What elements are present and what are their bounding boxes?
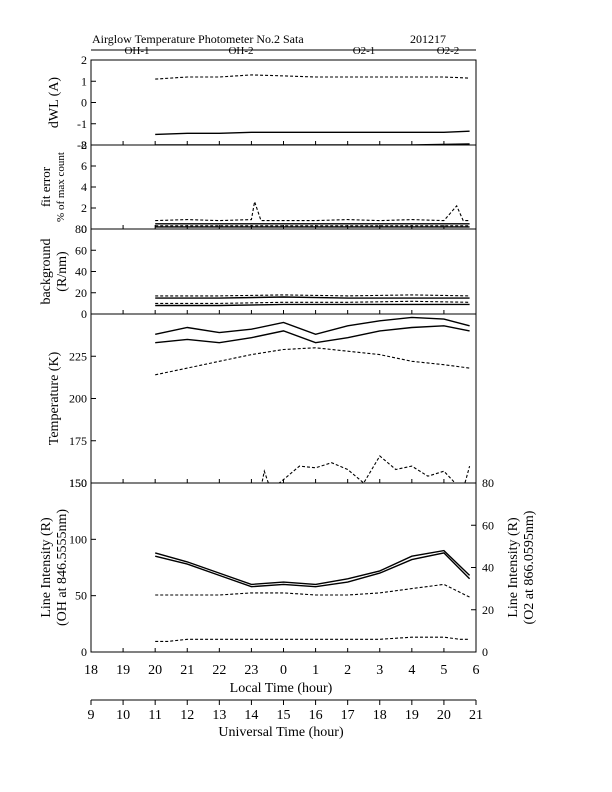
local-time-tick-label: 6 [473, 663, 480, 678]
ut-tick-label: 18 [373, 708, 387, 723]
local-time-tick-label: 21 [180, 663, 194, 678]
universal-time-axis-label: Universal Time (hour) [218, 725, 344, 740]
panel-temperature-ytick-label: 225 [69, 349, 87, 363]
ut-tick-label: 11 [148, 708, 161, 723]
panel-temperature-ytick-label: 200 [69, 392, 87, 406]
panel-temperature-ylabel: Temperature (K) [47, 351, 62, 445]
panel-background-ylabel: background(R/nm) [39, 238, 70, 304]
series-fit_error-oh-2 [155, 201, 470, 222]
panel-dwl-ytick-label: 2 [81, 53, 87, 67]
panel-temperature-ytick-label: 175 [69, 434, 87, 448]
panel-line_intensity-ytick-right-label: 40 [482, 561, 494, 575]
local-time-axis: 18 19 20 21 22 23 0 1 2 3 4 5 6 [84, 663, 480, 678]
panel-fit_error-ytick-label: 4 [81, 180, 87, 194]
legend-entry-oh-2: OH-2 [228, 45, 253, 57]
ut-tick-label: 15 [277, 708, 291, 723]
ylabel-right-line-1: Line Intensity (R) [506, 517, 521, 618]
universal-time-axis: 9 10 11 12 13 14 15 16 17 18 19 20 21 [88, 699, 483, 723]
ut-tick-label: 12 [180, 708, 194, 723]
ylabel-line-1: Line Intensity (R) [39, 517, 54, 618]
ut-tick-label: 17 [341, 708, 355, 723]
panel-temperature-ytick-label: 150 [69, 476, 87, 490]
local-time-tick-label: 19 [116, 663, 130, 678]
panel-line_intensity-ytick-label: 100 [69, 532, 87, 546]
series-background-o2-1 [155, 303, 470, 307]
ylabel-line-1: fit error [38, 166, 53, 207]
ut-tick-label: 14 [244, 708, 258, 723]
panel-fit_error-ytick-label: 8 [81, 138, 87, 152]
ylabel-line-2: % of max count [55, 152, 67, 222]
local-time-tick-label: 4 [408, 663, 415, 678]
series-background-oh-2 [155, 294, 470, 297]
series-background-o2-2 [155, 300, 470, 304]
local-time-tick-label: 23 [244, 663, 258, 678]
panel-line_intensity-ytick-right-label: 60 [482, 518, 494, 532]
panel-line_intensity-ylabel: Line Intensity (R)(OH at 846.5555nm) [39, 509, 70, 626]
ylabel-right-line-2: (O2 at 866.0595nm) [522, 510, 537, 624]
panel-fit_error-ytick-label: 6 [81, 159, 87, 173]
panel-temperature: 225 200 175 150 Temperature (K) [47, 313, 477, 490]
series-line_intensity-oh-2 [155, 552, 471, 588]
panel-line_intensity-ytick-right-label: 0 [482, 645, 488, 659]
series-line_intensity-o2-2 [155, 636, 470, 642]
series-background-oh-1 [155, 296, 470, 299]
panel-background-ytick-label: 20 [75, 286, 87, 300]
series-line_intensity-o2-1 [155, 583, 470, 598]
legend-entry-o2-2: O2-2 [437, 45, 460, 57]
series-temperature-oh-2 [155, 325, 470, 344]
series-dwl-oh-2 [155, 74, 470, 80]
local-time-tick-label: 5 [440, 663, 447, 678]
ut-tick-label: 16 [309, 708, 323, 723]
local-time-tick-label: 20 [148, 663, 162, 678]
ylabel-line-1: background [39, 238, 54, 304]
local-time-tick-label: 22 [212, 663, 226, 678]
legend-entry-oh-1: OH-1 [124, 45, 149, 57]
local-time-tick-label: 1 [312, 663, 319, 678]
legend-entry-o2-1: O2-1 [353, 45, 376, 57]
panel-dwl-ytick-label: -1 [77, 117, 87, 131]
local-time-tick-label: 18 [84, 663, 98, 678]
series-temperature-oh-1 [155, 316, 470, 336]
ut-tick-label: 21 [469, 708, 483, 723]
local-time-tick-label: 0 [280, 663, 287, 678]
panel-fit_error-ytick-label: 2 [81, 201, 87, 215]
panel-background-ytick-label: 40 [75, 265, 87, 279]
ut-tick-label: 20 [437, 708, 451, 723]
panel-background-ytick-label: 80 [75, 222, 87, 236]
panel-dwl-ytick-label: -2 [77, 138, 87, 152]
ut-tick-label: 10 [116, 708, 130, 723]
panel-line_intensity-ytick-label: 50 [75, 589, 87, 603]
panel-background-ytick-label: 0 [81, 307, 87, 321]
panel-line_intensity-ytick-right-label: 80 [482, 476, 494, 490]
panel-dwl-ytick-label: 0 [81, 96, 87, 110]
panel-line_intensity-ytick-label: 150 [69, 476, 87, 490]
panel-line_intensity-ylabel-right: Line Intensity (R)(O2 at 866.0595nm) [506, 510, 537, 624]
local-time-tick-label: 3 [376, 663, 383, 678]
panel-fit_error-ytick-label: 0 [81, 222, 87, 236]
series-line_intensity-oh-1 [155, 549, 471, 586]
ut-tick-label: 9 [88, 708, 95, 723]
ylabel-line-2: (OH at 846.5555nm) [55, 509, 70, 626]
date-label: 201217 [410, 32, 446, 46]
panel-dwl-ytick-label: 1 [81, 74, 87, 88]
legend: OH-1 OH-2 O2-1 O2-2 [91, 45, 476, 57]
panel-background: 80 60 40 20 0 background(R/nm) [39, 222, 477, 321]
panel-dwl-ylabel: dWL (A) [47, 77, 62, 129]
panel-fit_error-ylabel: fit error% of max count [38, 152, 67, 222]
panel-background-ytick-label: 60 [75, 243, 87, 257]
ut-tick-label: 19 [405, 708, 419, 723]
local-time-tick-label: 2 [344, 663, 351, 678]
ylabel-line-2: (R/nm) [55, 251, 70, 292]
chart-title: Airglow Temperature Photometer No.2 Sata [92, 32, 304, 46]
series-dwl-oh-1 [155, 130, 470, 136]
series-temperature-o2-1 [155, 347, 470, 376]
ut-tick-label: 13 [212, 708, 226, 723]
panel-line_intensity-ytick-label: 0 [81, 645, 87, 659]
local-time-axis-label: Local Time (hour) [230, 681, 333, 696]
panel-line_intensity-ytick-right-label: 20 [482, 603, 494, 617]
